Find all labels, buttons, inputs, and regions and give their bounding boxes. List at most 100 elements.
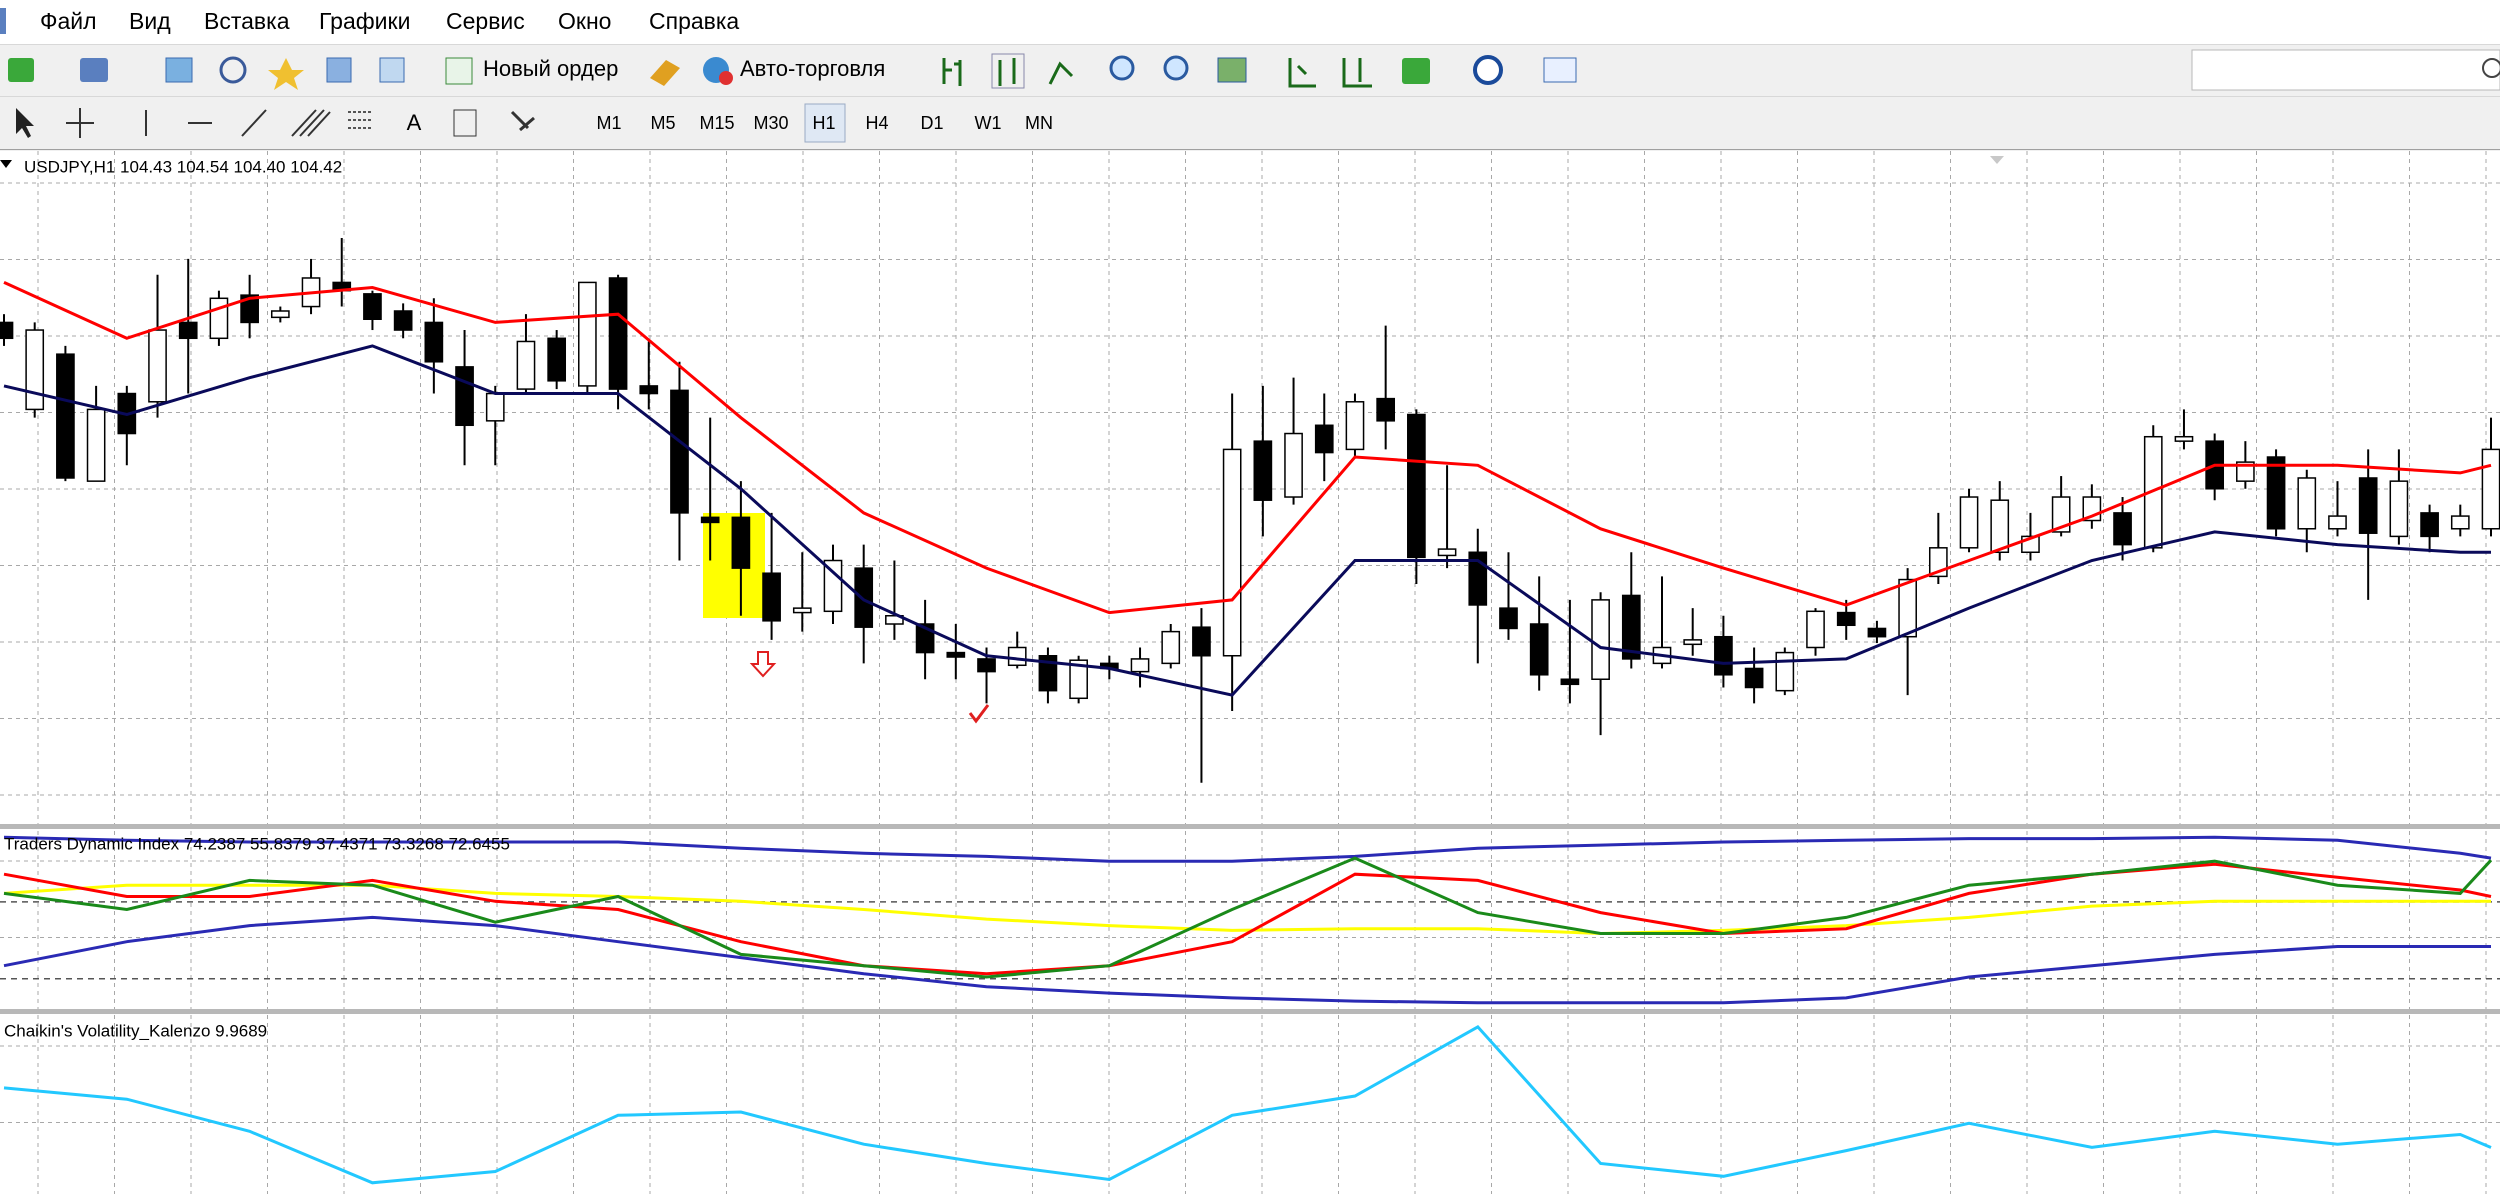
candle-body — [1284, 432, 1303, 498]
menu-item[interactable]: Окно — [558, 8, 611, 34]
candle-body — [1007, 646, 1027, 667]
toolbar: Новый ордер Авто-торговля — [8, 49, 2500, 91]
candle-body — [1806, 610, 1825, 649]
market-watch-icon[interactable] — [165, 57, 193, 83]
periods-icon[interactable] — [1473, 55, 1503, 85]
candle-body — [485, 392, 505, 422]
new-chart-icon[interactable] — [8, 58, 34, 82]
tester-icon[interactable] — [379, 57, 405, 83]
bar-chart-icon[interactable] — [942, 58, 962, 86]
candle-body — [1683, 639, 1703, 646]
candle-body — [1161, 630, 1181, 665]
profiles-icon[interactable] — [80, 58, 108, 82]
trendline-tool[interactable] — [241, 109, 267, 137]
search-icon[interactable] — [2482, 58, 2500, 78]
arrows-tool[interactable] — [510, 110, 535, 132]
data-window-icon[interactable] — [219, 56, 247, 84]
candle-body — [1560, 678, 1580, 686]
candle-body — [1867, 627, 1887, 638]
app-icon — [0, 8, 6, 34]
candle-body — [1130, 658, 1150, 673]
check-mark — [968, 704, 990, 724]
fibonacci-tool[interactable] — [348, 111, 372, 129]
autoscroll-icon[interactable] — [1342, 58, 1372, 88]
menu-item[interactable]: Вставка — [204, 8, 290, 34]
indicators-icon[interactable] — [1402, 58, 1430, 84]
timeframe-button-active[interactable]: H1 — [812, 113, 835, 133]
menu-item[interactable]: Файл — [40, 8, 97, 34]
candle-body — [1468, 551, 1488, 606]
candle-body — [1437, 548, 1457, 557]
timeframe-button[interactable]: M1 — [596, 113, 621, 133]
candle-body — [2174, 435, 2194, 442]
tile-windows-icon[interactable] — [1217, 57, 1247, 83]
indicator-line — [3, 344, 2491, 697]
menu-item[interactable]: Сервис — [446, 8, 525, 34]
navigator-icon[interactable] — [268, 58, 304, 90]
candle-body — [1376, 397, 1396, 422]
timeframe-button[interactable]: D1 — [920, 113, 943, 133]
timeframe-button[interactable]: M5 — [650, 113, 675, 133]
channel-tool[interactable] — [291, 109, 331, 137]
indicator-line — [3, 862, 2492, 976]
candle-body — [1038, 655, 1058, 692]
candle-body — [2450, 515, 2470, 530]
candle-body — [1314, 424, 1334, 454]
menu-bar — [0, 0, 2500, 44]
terminal-icon[interactable] — [326, 57, 352, 83]
line-chart-icon[interactable] — [1048, 61, 1074, 85]
candle-body — [2113, 512, 2132, 546]
candle-body — [1529, 623, 1549, 676]
timeframe-button[interactable]: M15 — [699, 113, 734, 133]
candle-body — [1253, 440, 1273, 501]
candle-body — [1591, 599, 1610, 680]
timeframe-button[interactable]: M30 — [753, 113, 788, 133]
auto-trading-badge — [719, 71, 733, 85]
shift-marker — [1990, 156, 2004, 164]
label-tool[interactable] — [453, 109, 477, 137]
timeframe-button[interactable]: MN — [1025, 113, 1053, 133]
menu-item[interactable]: Вид — [129, 8, 171, 34]
indicator-line — [3, 856, 2493, 979]
chart-title: USDJPY,H1 104.43 104.54 104.40 104.42 — [24, 157, 342, 176]
candle-body — [1990, 499, 2010, 554]
candle-body — [25, 329, 45, 411]
crosshair-tool[interactable] — [66, 108, 94, 138]
zoom-out-icon[interactable] — [1163, 55, 1189, 81]
chart-background — [0, 151, 2500, 1194]
timeframe-button[interactable]: H4 — [865, 113, 888, 133]
search-box[interactable] — [2191, 49, 2500, 91]
candle-body — [946, 651, 966, 658]
candle-body — [700, 516, 720, 524]
menu-item[interactable]: Справка — [649, 8, 739, 34]
zoom-in-icon[interactable] — [1109, 55, 1135, 81]
timeframe-button[interactable]: W1 — [975, 113, 1002, 133]
templates-icon[interactable] — [1543, 57, 1577, 83]
candle-chart-icon[interactable] — [998, 58, 1016, 86]
chart-shift-icon[interactable] — [1288, 58, 1316, 88]
active-timeframe-frame — [804, 103, 846, 143]
candle-body — [455, 366, 474, 427]
menu-item[interactable]: Графики — [319, 8, 410, 34]
candle-body — [854, 567, 874, 628]
indicator-line — [3, 1025, 2492, 1185]
candle-body — [670, 389, 689, 514]
candle-body — [1222, 448, 1242, 657]
candle-body — [1714, 635, 1733, 676]
candle-body — [823, 559, 843, 613]
candle-body — [424, 321, 444, 363]
auto-trading-button[interactable]: Авто-торговля — [740, 56, 885, 81]
new-order-button[interactable]: Новый ордер — [483, 56, 618, 81]
candle-body — [2236, 461, 2255, 482]
candle-body — [547, 337, 567, 382]
cursor-tool[interactable] — [16, 108, 34, 138]
toolbar: A M1 M5 M15 M30 H1 H4 D1 W1 MN — [16, 103, 1053, 143]
sell-arrow — [749, 651, 777, 678]
candle-body — [363, 293, 382, 320]
meta-editor-icon[interactable] — [650, 60, 680, 86]
candle-body — [2297, 477, 2317, 530]
text-tool[interactable]: A — [407, 110, 422, 135]
new-order-icon[interactable] — [445, 57, 473, 85]
